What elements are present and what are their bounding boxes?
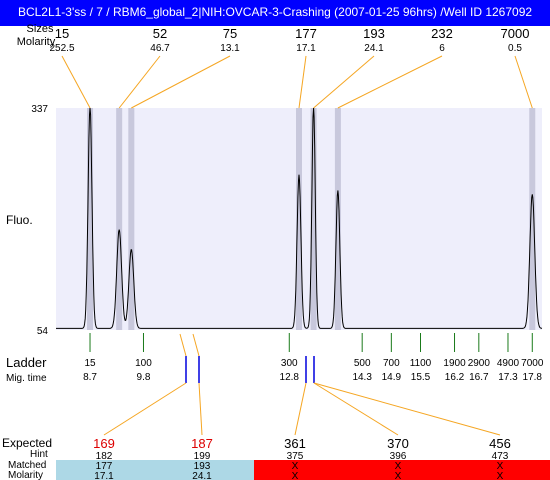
molarity-value: 24.1 bbox=[192, 471, 212, 480]
peak-size-label: 232 bbox=[431, 26, 453, 41]
peak-band bbox=[310, 108, 317, 330]
hint-value: 199 bbox=[194, 451, 211, 462]
peak-band bbox=[87, 108, 94, 330]
peak-connector bbox=[313, 55, 375, 109]
ladder-size-label: 4900 bbox=[497, 358, 520, 369]
expected-value: 456 bbox=[489, 436, 511, 451]
hint-value: 375 bbox=[287, 451, 304, 462]
ladder-time-label: 16.7 bbox=[469, 372, 489, 383]
molarity-row-label: Molarity bbox=[8, 470, 43, 480]
ladder-time-label: 14.9 bbox=[382, 372, 402, 383]
hint-label: Hint bbox=[30, 449, 48, 460]
matched-band bbox=[56, 460, 254, 480]
peak-size-label: 193 bbox=[363, 26, 385, 41]
ladder-size-label: 1900 bbox=[443, 358, 466, 369]
expected-value: 361 bbox=[284, 436, 306, 451]
matched-value: X bbox=[497, 461, 504, 472]
y-max-label: 337 bbox=[31, 104, 48, 115]
window-title: BCL2L1-3'ss / 7 / RBM6_global_2|NIH:OVCA… bbox=[17, 5, 533, 19]
peak-band bbox=[334, 108, 341, 330]
matched-value: 177 bbox=[96, 461, 113, 472]
ladder-size-label: 15 bbox=[84, 358, 96, 369]
y-axis-label: Fluo. bbox=[6, 213, 33, 227]
y-min-label: 54 bbox=[37, 326, 49, 337]
peak-molarity-label: 46.7 bbox=[150, 43, 170, 54]
ladder-size-label: 500 bbox=[354, 358, 371, 369]
peak-molarity-label: 24.1 bbox=[364, 43, 384, 54]
hint-value: 182 bbox=[96, 451, 113, 462]
peak-band bbox=[128, 108, 135, 330]
expected-value: 187 bbox=[191, 436, 213, 451]
expected-value: 370 bbox=[387, 436, 409, 451]
peak-connector bbox=[118, 55, 161, 109]
hint-value: 396 bbox=[390, 451, 407, 462]
fluorescence-trace bbox=[56, 107, 543, 329]
ladder-time-label: 17.3 bbox=[498, 372, 518, 383]
peak-connector bbox=[298, 55, 307, 109]
expected-connector bbox=[103, 382, 187, 436]
ladder-time-label: 8.7 bbox=[83, 372, 97, 383]
ladder-label: Ladder bbox=[6, 355, 47, 370]
ladder-size-label: 100 bbox=[135, 358, 152, 369]
peak-size-label: 7000 bbox=[501, 26, 530, 41]
ladder-time-label: 9.8 bbox=[137, 372, 151, 383]
peak-molarity-label: 13.1 bbox=[220, 43, 240, 54]
peak-molarity-label: 0.5 bbox=[508, 43, 522, 54]
ladder-time-label: 12.8 bbox=[280, 372, 300, 383]
peak-size-label: 177 bbox=[295, 26, 317, 41]
peak-band bbox=[296, 108, 302, 330]
molarity-value: X bbox=[292, 471, 299, 480]
peak-band bbox=[529, 108, 536, 330]
matched-value: X bbox=[395, 461, 402, 472]
ladder-size-label: 700 bbox=[383, 358, 400, 369]
expected-connector bbox=[313, 382, 501, 436]
expected-connector bbox=[313, 382, 399, 436]
ladder-size-label: 7000 bbox=[521, 358, 544, 369]
mig-time-label: Mig. time bbox=[6, 373, 47, 384]
ladder-size-label: 2900 bbox=[468, 358, 491, 369]
peak-molarity-label: 6 bbox=[439, 43, 445, 54]
ladder-time-label: 15.5 bbox=[411, 372, 431, 383]
peak-connector bbox=[514, 55, 533, 109]
peak-connector bbox=[61, 55, 91, 109]
molarity-value: X bbox=[395, 471, 402, 480]
matched-value: 193 bbox=[194, 461, 211, 472]
ladder-time-label: 16.2 bbox=[445, 372, 465, 383]
expected-connector bbox=[198, 382, 203, 436]
marker-connector bbox=[179, 333, 187, 357]
marker-connector bbox=[192, 333, 200, 357]
expected-connector bbox=[294, 382, 307, 436]
peak-size-label: 52 bbox=[153, 26, 167, 41]
peak-size-label: 15 bbox=[55, 26, 69, 41]
matched-value: X bbox=[292, 461, 299, 472]
ladder-time-label: 14.3 bbox=[352, 372, 372, 383]
peak-molarity-label: 252.5 bbox=[49, 43, 74, 54]
peak-connector bbox=[337, 55, 443, 109]
hint-value: 473 bbox=[492, 451, 509, 462]
ladder-size-label: 300 bbox=[281, 358, 298, 369]
sizes-label: Sizes bbox=[27, 23, 54, 35]
peak-molarity-label: 17.1 bbox=[296, 43, 316, 54]
molarity-value: X bbox=[497, 471, 504, 480]
peak-size-label: 75 bbox=[223, 26, 237, 41]
title-bar: BCL2L1-3'ss / 7 / RBM6_global_2|NIH:OVCA… bbox=[0, 0, 550, 26]
expected-label: Expected bbox=[2, 436, 52, 450]
molarity-value: 17.1 bbox=[94, 471, 114, 480]
matched-label: Matched bbox=[8, 460, 46, 471]
ladder-time-label: 17.8 bbox=[523, 372, 543, 383]
molarity-label: Molarity bbox=[17, 36, 56, 48]
missing-band bbox=[254, 460, 550, 480]
ladder-size-label: 1100 bbox=[410, 358, 432, 369]
expected-value: 169 bbox=[93, 436, 115, 451]
peak-band bbox=[116, 108, 123, 330]
peak-connector bbox=[131, 55, 231, 109]
